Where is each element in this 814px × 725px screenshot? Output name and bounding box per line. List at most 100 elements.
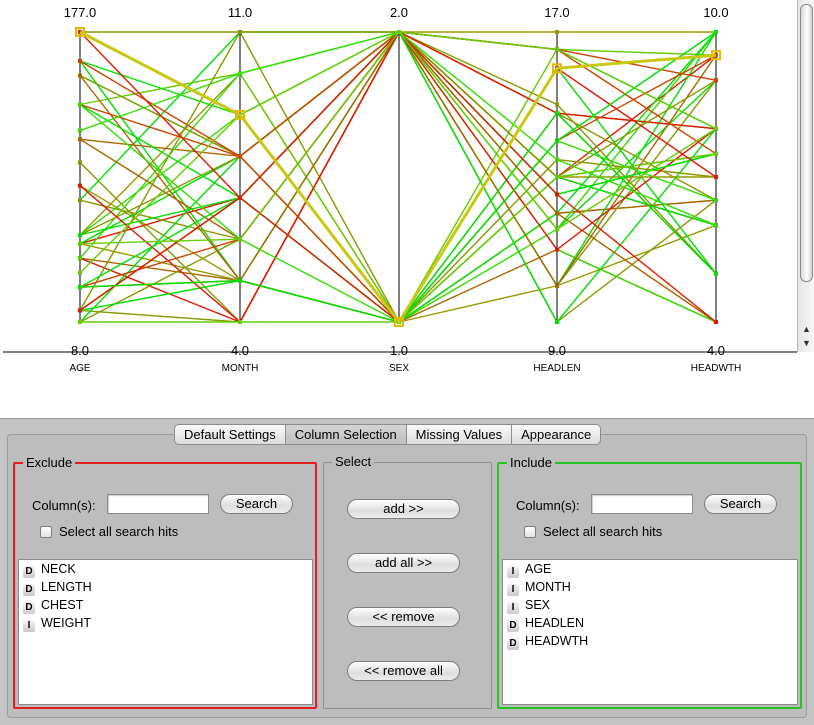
double-type-icon: D: [507, 620, 519, 632]
data-point: [555, 111, 559, 116]
data-point: [555, 47, 559, 52]
data-point: [78, 241, 82, 246]
list-item[interactable]: I MONTH: [503, 578, 797, 596]
data-point: [555, 283, 559, 288]
list-item[interactable]: I AGE: [503, 560, 797, 578]
axis-max-label: 17.0: [544, 5, 569, 20]
data-point: [714, 78, 718, 83]
plot-canvas[interactable]: 177.0 8.0 AGE 11.0 4.0 MONTH 2.0 1.0 SEX 17.0 9.0 H…: [0, 0, 814, 418]
data-point: [78, 256, 82, 261]
scrollbar-thumb[interactable]: [800, 4, 813, 282]
add-button[interactable]: add >>: [347, 499, 460, 519]
select-group: Select add >> add all >> << remove << re…: [323, 454, 492, 709]
axis-name-label: MONTH: [222, 363, 259, 374]
list-item[interactable]: I WEIGHT: [19, 614, 312, 632]
remove-button[interactable]: << remove: [347, 607, 460, 627]
axis-min-label: 1.0: [390, 343, 408, 358]
double-type-icon: D: [23, 602, 35, 614]
exclude-select-all-checkbox[interactable]: [40, 526, 52, 538]
data-line: [79, 31, 717, 274]
axis-min-label: 9.0: [548, 343, 566, 358]
include-search-button[interactable]: Search: [704, 494, 777, 514]
add-all-button[interactable]: add all >>: [347, 553, 460, 573]
list-item[interactable]: D HEADLEN: [503, 614, 797, 632]
list-item-label: SEX: [525, 598, 551, 612]
data-line: [80, 31, 717, 178]
data-point: [78, 160, 82, 165]
data-point: [78, 198, 82, 203]
highlighted-data-point: [75, 27, 85, 37]
data-point: [714, 151, 718, 156]
data-point: [78, 308, 82, 313]
axis-name-label: SEX: [389, 363, 409, 374]
list-item-label: WEIGHT: [41, 616, 91, 630]
list-item[interactable]: D LENGTH: [19, 578, 312, 596]
integer-type-icon: I: [507, 566, 519, 578]
parallel-coordinates-plot[interactable]: 177.0 8.0 AGE 11.0 4.0 MONTH 2.0 1.0 SEX 17.0 9.0 H…: [0, 0, 814, 419]
scroll-up-arrow-icon[interactable]: ▲: [802, 324, 811, 334]
integer-type-icon: I: [23, 620, 35, 632]
scroll-down-arrow-icon[interactable]: ▼: [802, 338, 811, 348]
tab-appearance[interactable]: Appearance: [512, 424, 602, 445]
list-item[interactable]: D NECK: [19, 560, 312, 578]
data-point: [555, 211, 559, 216]
data-point: [78, 285, 82, 290]
exclude-search-button[interactable]: Search: [220, 494, 293, 514]
data-point: [714, 175, 718, 179]
include-select-all-checkbox[interactable]: [524, 526, 536, 538]
list-item-label: NECK: [41, 562, 76, 576]
highlighted-data-point: [394, 317, 404, 327]
select-title: Select: [332, 454, 375, 470]
axis-max-label: 10.0: [703, 5, 728, 20]
data-point: [78, 59, 82, 63]
axis-name-label: HEADLEN: [533, 363, 580, 374]
data-point: [555, 175, 559, 179]
include-group: Include Column(s): Search Select all sea…: [497, 455, 802, 709]
axis-min-label: 4.0: [231, 343, 249, 358]
data-point: [555, 157, 559, 162]
data-point: [555, 320, 559, 324]
data-line: [79, 30, 717, 288]
highlighted-data-point: [235, 109, 245, 120]
data-point: [555, 192, 559, 197]
include-column-list[interactable]: I AGE I MONTH I SEX D HEADLEN D HEADWTH: [502, 559, 798, 705]
list-item[interactable]: D HEADWTH: [503, 632, 797, 650]
data-point: [555, 247, 559, 252]
data-point: [714, 320, 718, 324]
list-item[interactable]: I SEX: [503, 596, 797, 614]
integer-type-icon: I: [507, 602, 519, 614]
highlighted-data-point: [552, 63, 562, 74]
include-search-input[interactable]: [591, 494, 693, 514]
data-point: [238, 154, 242, 159]
tab-default-settings[interactable]: Default Settings: [174, 424, 286, 445]
axis-max-label: 177.0: [64, 5, 97, 20]
list-item-label: AGE: [525, 562, 552, 576]
remove-all-button[interactable]: << remove all: [347, 661, 460, 681]
data-point: [78, 137, 82, 142]
exclude-select-all-label: Select all search hits: [59, 524, 179, 539]
data-point: [397, 30, 401, 34]
data-point: [555, 138, 559, 143]
data-point: [78, 102, 82, 107]
data-point: [78, 270, 82, 275]
double-type-icon: D: [507, 638, 519, 650]
include-columns-label: Column(s):: [516, 498, 580, 513]
list-item[interactable]: D CHEST: [19, 596, 312, 614]
data-point: [238, 237, 242, 242]
data-line: [79, 31, 717, 275]
data-point: [714, 198, 718, 203]
data-point: [714, 223, 718, 228]
tab-column-selection[interactable]: Column Selection: [285, 424, 407, 445]
data-point: [555, 227, 559, 232]
axis-name-label: HEADWTH: [691, 363, 742, 374]
data-point: [238, 320, 242, 324]
exclude-column-list[interactable]: D NECK D LENGTH D CHEST I WEIGHT: [18, 559, 313, 705]
highlighted-data-line: [79, 30, 717, 325]
tab-missing-values[interactable]: Missing Values: [406, 424, 513, 445]
plot-vertical-scrollbar[interactable]: ▲ ▲ ▼: [797, 0, 814, 352]
data-line: [79, 30, 717, 287]
data-point: [238, 278, 242, 283]
data-point: [238, 30, 242, 34]
exclude-search-input[interactable]: [107, 494, 209, 514]
integer-type-icon: I: [507, 584, 519, 596]
